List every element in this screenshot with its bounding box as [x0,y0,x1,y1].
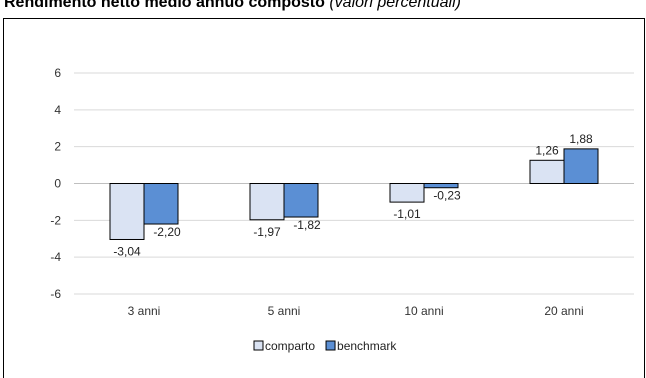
data-label: -1,82 [293,218,321,232]
legend-label-comparto: comparto [265,339,315,353]
data-label: 1,26 [535,143,559,157]
data-label: 1,88 [569,132,593,146]
data-label: -0,23 [433,189,461,203]
bar-benchmark [143,183,179,225]
legend-swatch-comparto [253,340,264,351]
x-tick-label: 20 anni [544,304,583,318]
x-tick-label: 10 anni [404,304,443,318]
data-label: -1,97 [253,225,281,239]
legend-label-benchmark: benchmark [337,339,397,353]
bar-comparto [249,183,285,221]
data-label: -3,04 [113,244,141,258]
y-tick-label: 6 [54,66,61,80]
y-tick-label: 2 [54,140,61,154]
x-tick-label: 3 anni [128,304,161,318]
chart-title: Rendimento netto medio annuo composto (v… [4,0,461,13]
y-tick-label: 0 [54,177,61,191]
bar-comparto [529,159,565,184]
chart-title-main: Rendimento netto medio annuo composto [4,0,325,11]
bar-chart: 6 4 2 0 -2 -4 -6 -3,04 -2,20 3 anni -1,97 -1,82 5 an… [50,66,634,353]
bar-benchmark [283,183,319,218]
data-label: -1,01 [393,207,421,221]
y-tick-label: -6 [50,287,61,301]
data-label: -2,20 [153,225,181,239]
x-tick-label: 5 anni [268,304,301,318]
bar-benchmark [563,148,599,184]
bar-benchmark [423,183,459,189]
y-tick-label: -4 [50,250,61,264]
chart-title-note: (valori percentuali) [329,0,461,11]
legend-swatch-benchmark [325,340,336,351]
y-tick-label: -2 [50,213,61,227]
chart-frame: 6 4 2 0 -2 -4 -6 -3,04 -2,20 3 anni -1,97 -1,82 5 an… [3,18,645,378]
y-tick-label: 4 [54,103,61,117]
bar-comparto [109,183,145,240]
bar-comparto [389,183,425,203]
